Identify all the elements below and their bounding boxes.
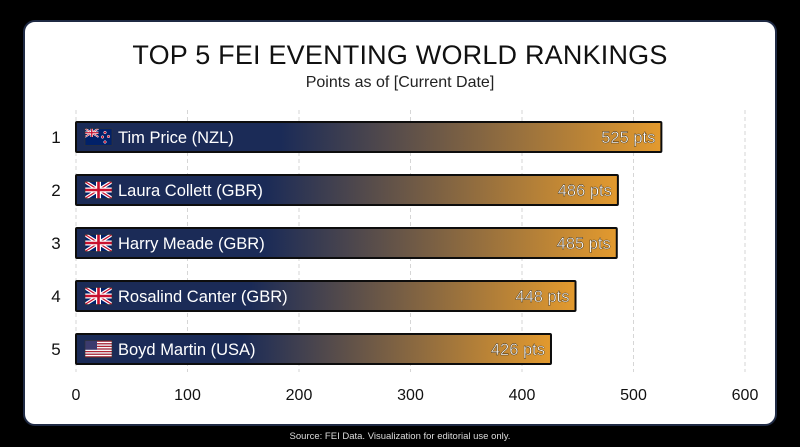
uk-flag-icon [84,234,113,252]
us-flag-icon [84,340,113,358]
grid-lines [75,110,746,372]
bar-row: 1 Tim Price (NZL) 525 pts [51,121,663,153]
bar-name-label: Rosalind Canter (GBR) [118,288,288,306]
bars: 1 Tim Price (NZL) 525 pts 2 Laura Collett (G… [51,121,663,365]
bar-value-label: 448 pts [515,288,569,306]
source-note: Source: FEI Data. Visualization for edit… [289,431,511,442]
bar-row: 5 Boyd Martin (USA) 426 pts [51,333,552,365]
bar [75,121,663,153]
rank-label: 1 [51,128,60,147]
x-tick-label: 300 [397,387,424,404]
rank-label: 4 [51,287,60,306]
bar [75,227,618,259]
uk-flag-icon [84,287,113,305]
bar [75,333,552,365]
bar-name-label: Boyd Martin (USA) [118,341,256,359]
bar-value-label: 426 pts [491,341,545,359]
bar-value-label: 525 pts [601,129,655,147]
bar-name-label: Tim Price (NZL) [118,129,234,147]
nz-flag-icon [84,128,113,146]
rank-label: 2 [51,181,60,200]
x-tick-label: 0 [72,387,81,404]
x-tick-label: 200 [286,387,313,404]
bar-row: 4 Rosalind Canter (GBR) 448 pts [51,280,577,312]
x-axis-ticks: 0 100 200 300 400 500 600 [72,387,759,404]
bar-name-label: Harry Meade (GBR) [118,235,265,253]
chart-subtitle: Points as of [Current Date] [305,74,495,91]
rank-label: 5 [51,340,60,359]
bar-row: 2 Laura Collett (GBR) 486 pts [51,174,619,206]
x-tick-label: 600 [732,387,759,404]
bar-name-label: Laura Collett (GBR) [118,182,263,200]
bar-row: 3 Harry Meade (GBR) 485 pts [51,227,618,259]
uk-flag-icon [84,181,113,199]
x-tick-label: 400 [509,387,536,404]
chart-title: TOP 5 FEI EVENTING WORLD RANKINGS [132,40,668,70]
bar-value-label: 486 pts [558,182,612,200]
bar [75,280,577,312]
rank-label: 3 [51,234,60,253]
x-tick-label: 100 [174,387,201,404]
bar-value-label: 485 pts [557,235,611,253]
bar [75,174,619,206]
x-tick-label: 500 [620,387,647,404]
